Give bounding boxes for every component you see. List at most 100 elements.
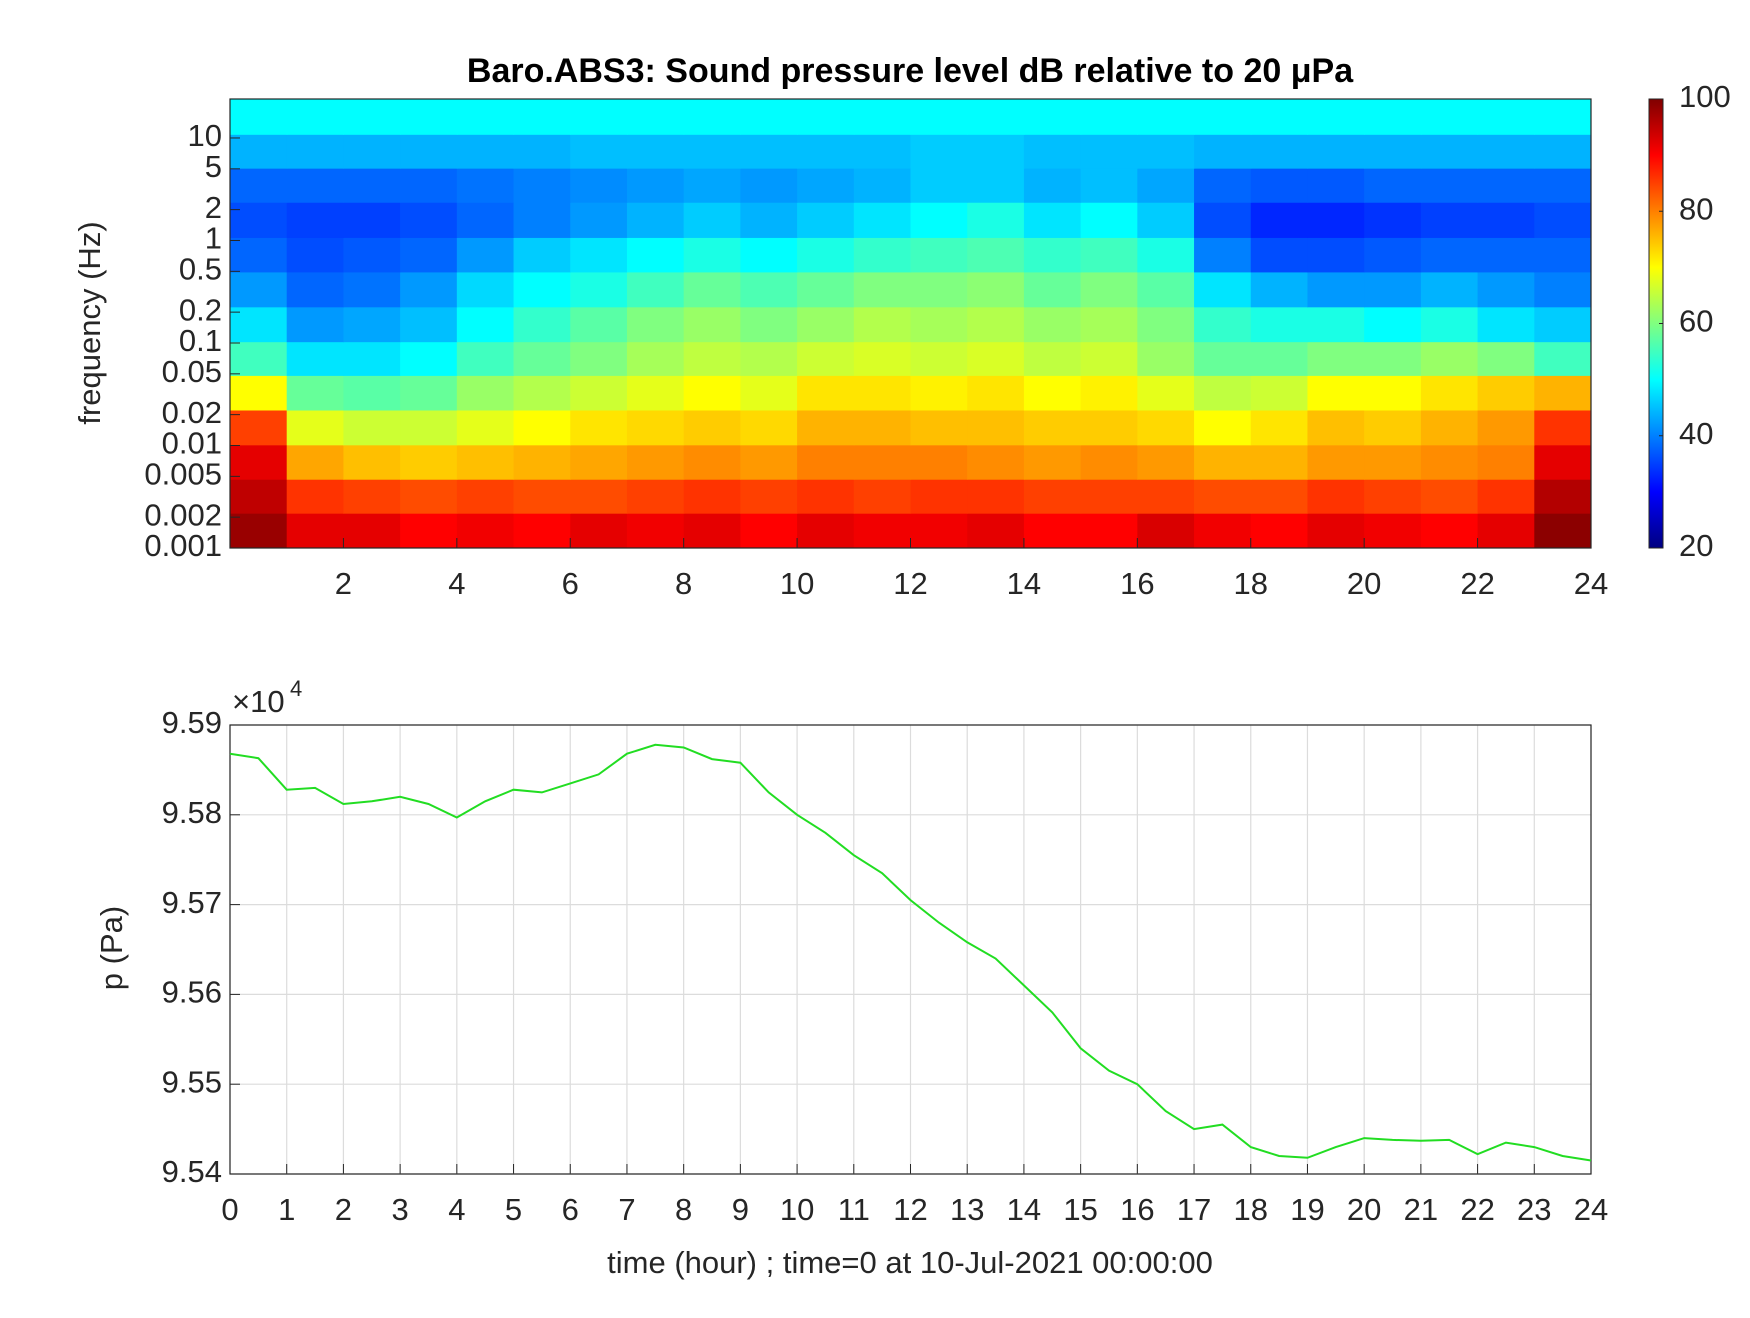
x-tick-label: 23 <box>1517 1192 1551 1227</box>
heatmap-cell <box>797 99 855 135</box>
heatmap-cell <box>400 341 458 376</box>
heatmap-cell <box>626 168 685 203</box>
heatmap-cell <box>286 134 345 169</box>
heatmap-cell <box>513 513 571 548</box>
heatmap-cell <box>1534 306 1591 343</box>
colorbar-tick-label: 60 <box>1679 304 1713 339</box>
heatmap-cell <box>1364 271 1422 308</box>
heatmap-cell <box>1250 513 1309 548</box>
heatmap-cell <box>286 237 345 273</box>
heatmap-cell <box>513 271 571 308</box>
heatmap-cell <box>1137 202 1195 238</box>
heatmap-cell <box>1023 444 1082 480</box>
heatmap-cell <box>230 168 288 203</box>
colorbar-tick-label: 20 <box>1679 528 1713 563</box>
heatmap-cell <box>230 513 288 548</box>
heatmap-cell <box>1307 99 1365 135</box>
heatmap-cell <box>400 134 458 169</box>
heatmap-cell <box>1364 409 1422 446</box>
heatmap-cell <box>797 513 855 548</box>
heatmap-cell <box>400 306 458 343</box>
heatmap-cell <box>967 271 1025 308</box>
heatmap-cell <box>1534 99 1591 135</box>
y-tick-label: 9.59 <box>162 705 222 740</box>
heatmap-cell <box>1307 375 1365 411</box>
heatmap-cell <box>230 134 288 169</box>
heatmap-cell <box>1194 271 1252 308</box>
heatmap-cell <box>570 375 628 411</box>
heatmap-cell <box>1477 341 1535 376</box>
heatmap-cell <box>683 271 741 308</box>
heatmap-cell <box>910 202 968 238</box>
heatmap-cell <box>1080 375 1138 411</box>
heatmap-cell <box>513 237 571 273</box>
heatmap-cell <box>1137 168 1195 203</box>
heatmap-cell <box>1307 409 1365 446</box>
heatmap-cell <box>967 134 1025 169</box>
heatmap-cell <box>1534 444 1591 480</box>
heatmap-cell <box>1420 306 1479 343</box>
heatmap-cell <box>967 375 1025 411</box>
heatmap-cell <box>1137 237 1195 273</box>
heatmap-cell <box>1534 202 1591 238</box>
heatmap-cell <box>626 202 685 238</box>
heatmap-cell <box>1420 479 1479 514</box>
heatmap-cell <box>967 444 1025 480</box>
heatmap-cell <box>797 306 855 343</box>
heatmap-cell <box>1137 134 1195 169</box>
heatmap-cell <box>797 409 855 446</box>
heatmap-cell <box>740 271 798 308</box>
heatmap-cell <box>910 237 968 273</box>
x-tick-label: 4 <box>448 566 465 601</box>
x-tick-label: 0 <box>221 1192 238 1227</box>
y-exponent: 4 <box>290 676 302 701</box>
heatmap-cell <box>1534 168 1591 203</box>
y-tick-label: 9.54 <box>162 1154 222 1189</box>
heatmap-cell <box>683 513 741 548</box>
x-tick-label: 12 <box>893 566 927 601</box>
heatmap-cell <box>1307 271 1365 308</box>
heatmap-cell <box>1194 513 1252 548</box>
y-axis-label: frequency (Hz) <box>72 221 107 424</box>
heatmap-cell <box>853 409 912 446</box>
heatmap-cell <box>1023 134 1082 169</box>
x-tick-label: 7 <box>618 1192 635 1227</box>
heatmap-cell <box>853 202 912 238</box>
heatmap-cell <box>1534 271 1591 308</box>
heatmap-cell <box>967 341 1025 376</box>
heatmap-cell <box>343 513 401 548</box>
heatmap-cell <box>910 134 968 169</box>
heatmap-cell <box>853 444 912 480</box>
heatmap-cell <box>797 375 855 411</box>
heatmap-cell <box>683 409 741 446</box>
heatmap-cell <box>230 99 288 135</box>
heatmap-cell <box>1420 134 1479 169</box>
heatmap-cell <box>513 375 571 411</box>
heatmap-cell <box>1364 444 1422 480</box>
heatmap-cell <box>1420 237 1479 273</box>
heatmap-cell <box>230 202 288 238</box>
heatmap-cell <box>1080 444 1138 480</box>
heatmap-cell <box>683 134 741 169</box>
heatmap-cell <box>740 134 798 169</box>
heatmap-cell <box>456 271 515 308</box>
heatmap-cell <box>343 99 401 135</box>
heatmap-cell <box>513 134 571 169</box>
heatmap-cell <box>400 479 458 514</box>
heatmap-cell <box>1194 99 1252 135</box>
heatmap-cell <box>400 271 458 308</box>
heatmap-cell <box>853 341 912 376</box>
y-tick-label: 9.58 <box>162 795 222 830</box>
heatmap-cell <box>456 513 515 548</box>
heatmap-cell <box>683 341 741 376</box>
heatmap-cell <box>400 168 458 203</box>
heatmap-cell <box>910 271 968 308</box>
heatmap-cell <box>286 409 345 446</box>
heatmap-cell <box>456 479 515 514</box>
x-axis-label: time (hour) ; time=0 at 10-Jul-2021 00:0… <box>607 1245 1213 1280</box>
heatmap-cell <box>230 341 288 376</box>
heatmap-cell <box>1137 341 1195 376</box>
heatmap-cell <box>570 237 628 273</box>
heatmap-cell <box>230 479 288 514</box>
heatmap-cell <box>626 479 685 514</box>
